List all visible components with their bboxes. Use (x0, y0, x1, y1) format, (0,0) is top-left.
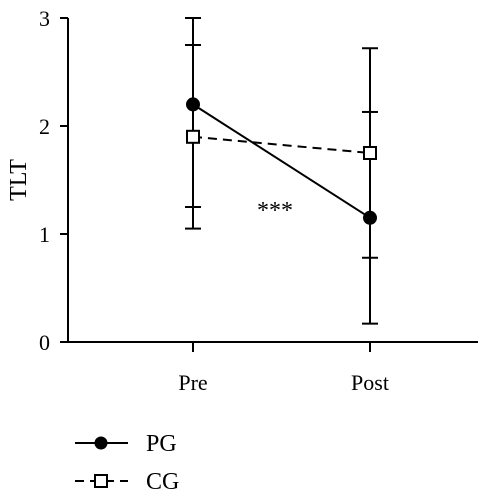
x-tick-label-pre: Pre (178, 370, 207, 395)
x-ticks: Pre Post (178, 342, 389, 395)
y-axis-title: TLT (6, 159, 32, 201)
plot-area (185, 17, 378, 325)
x-tick-label-post: Post (351, 370, 389, 395)
legend-pg-label: PG (146, 431, 177, 457)
legend-cg-marker (94, 474, 108, 488)
point-pg-pre (186, 97, 200, 112)
significance-annotation: *** (257, 198, 293, 224)
y-tick-label-1: 1 (39, 222, 50, 247)
legend-pg-marker (94, 436, 108, 450)
legend: PG CG (75, 431, 179, 495)
point-cg-post (363, 146, 377, 160)
y-tick-label-0: 0 (39, 330, 50, 355)
point-cg-pre (186, 129, 200, 144)
point-pg-post (363, 210, 377, 225)
y-tick-label-2: 2 (39, 114, 50, 139)
series-line-pg (192, 103, 371, 219)
y-tick-label-3: 3 (39, 6, 50, 31)
series-line-cg (192, 135, 371, 154)
legend-cg-label: CG (146, 469, 179, 495)
y-ticks: 0 1 2 3 (39, 6, 68, 355)
